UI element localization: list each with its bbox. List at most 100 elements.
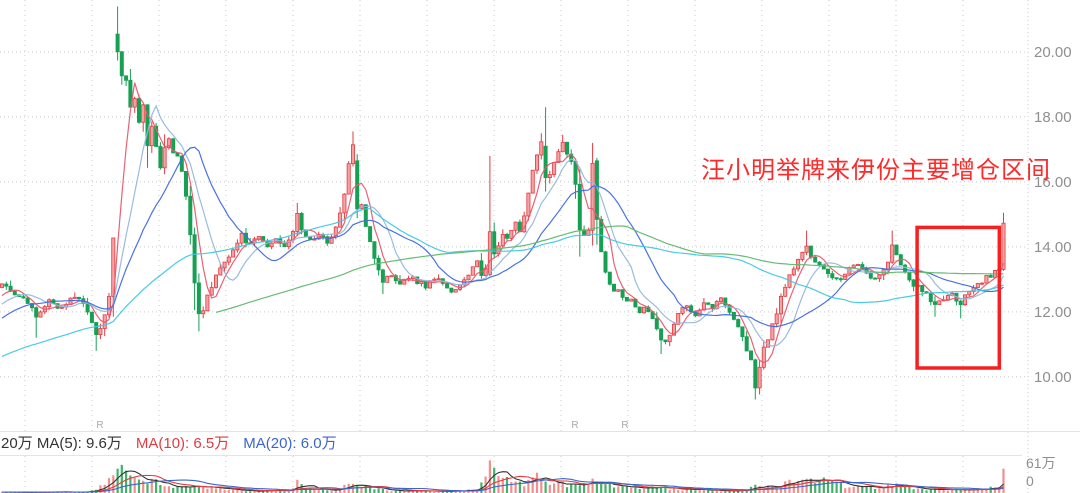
candle-body xyxy=(736,319,741,328)
volume-bar xyxy=(416,490,419,493)
volume-bar xyxy=(369,486,372,493)
price-ma-line xyxy=(1,208,1004,357)
price-axis-label: 14.00 xyxy=(1034,239,1072,256)
candle-body xyxy=(213,274,218,288)
volume-bar xyxy=(835,481,838,493)
candle-body xyxy=(149,125,154,147)
volume-bar xyxy=(150,478,153,493)
volume-ma-label-0: 20万 MA(5): 9.6万 xyxy=(1,435,122,452)
candle-body xyxy=(59,306,64,309)
volume-bar xyxy=(690,488,693,493)
volume-bar xyxy=(775,488,778,493)
volume-bar xyxy=(724,491,727,493)
volume-bar xyxy=(330,490,333,493)
volume-bar xyxy=(236,489,239,493)
candle-body xyxy=(188,195,193,236)
volume-bar xyxy=(480,482,483,493)
candle-body xyxy=(329,236,334,244)
candle-body xyxy=(804,245,809,253)
candle-body xyxy=(299,212,304,231)
candle-body xyxy=(920,284,925,292)
volume-bar xyxy=(998,487,1001,493)
candle-body xyxy=(432,278,437,282)
candle-body xyxy=(98,328,103,335)
candle-body xyxy=(856,264,861,267)
volume-bar xyxy=(240,490,243,493)
volume-bar xyxy=(420,490,423,493)
candle-body xyxy=(342,193,347,214)
volume-bar xyxy=(553,483,556,493)
volume-bar xyxy=(625,485,628,493)
candle-body xyxy=(629,298,634,302)
volume-ma-legend: 20万 MA(5): 9.6万 MA(10): 6.5万 MA(20): 6.0万 xyxy=(1,434,351,454)
volume-bar xyxy=(809,478,812,493)
candle-body xyxy=(226,256,231,263)
volume-bar xyxy=(287,490,290,493)
candle-body xyxy=(141,104,146,123)
volume-bars-layer xyxy=(0,460,1005,493)
candle-body xyxy=(577,183,582,231)
price-axis-label: 12.00 xyxy=(1034,304,1072,321)
candle-body xyxy=(838,278,843,281)
volume-bar xyxy=(600,482,603,493)
volume-bar xyxy=(120,464,123,493)
candle-body xyxy=(171,138,176,154)
volume-bar xyxy=(433,491,436,493)
volume-bar xyxy=(908,486,911,493)
volume-bar xyxy=(638,489,641,493)
volume-bar xyxy=(617,486,620,493)
volume-bar xyxy=(214,488,218,493)
volume-bar xyxy=(197,485,200,493)
volume-bar xyxy=(518,481,521,493)
volume-bar xyxy=(458,490,462,493)
candle-body xyxy=(894,244,899,256)
volume-bar xyxy=(574,483,577,493)
volume-bar xyxy=(839,481,842,493)
volume-bar xyxy=(728,489,731,493)
volume-bar xyxy=(707,489,710,493)
volume-bar xyxy=(334,490,337,493)
volume-bar xyxy=(951,489,954,493)
volume-bar xyxy=(274,490,277,493)
candle-body xyxy=(72,296,77,299)
volume-bar xyxy=(266,490,269,493)
volume-bar xyxy=(257,491,260,493)
volume-bar xyxy=(180,486,183,493)
volume-bar xyxy=(852,486,855,493)
candle-body xyxy=(886,261,891,270)
volume-bar xyxy=(985,489,988,493)
volume-bar xyxy=(762,488,765,493)
volume-bar xyxy=(394,490,397,493)
candle-body xyxy=(672,323,677,336)
candle-body xyxy=(890,244,895,263)
candle-body xyxy=(663,339,668,343)
volume-bar xyxy=(651,486,654,493)
volume-bar xyxy=(672,487,676,493)
volume-bar xyxy=(702,490,705,493)
candle-body xyxy=(479,260,484,276)
volume-bar xyxy=(634,487,637,493)
candle-body xyxy=(29,303,34,309)
volume-bar xyxy=(668,489,671,493)
volume-bar xyxy=(959,490,962,493)
volume-bar xyxy=(232,489,235,493)
volume-bar xyxy=(398,490,402,493)
restore-marker: R xyxy=(621,420,628,431)
volume-bar xyxy=(125,470,128,493)
volume-bar xyxy=(630,487,633,493)
volume-bar xyxy=(523,486,526,493)
candle-body xyxy=(492,231,497,255)
volume-bar xyxy=(826,480,830,493)
volume-bar xyxy=(253,491,256,493)
volume-bar xyxy=(831,480,834,493)
volume-bar xyxy=(304,488,307,493)
candle-body xyxy=(201,310,206,315)
volume-bar xyxy=(677,490,680,493)
volume-bar xyxy=(925,490,928,493)
candle-body xyxy=(903,264,908,273)
candle-body xyxy=(94,322,99,336)
candle-body xyxy=(509,229,514,239)
volume-bar xyxy=(321,489,325,493)
candle-body xyxy=(834,277,839,280)
